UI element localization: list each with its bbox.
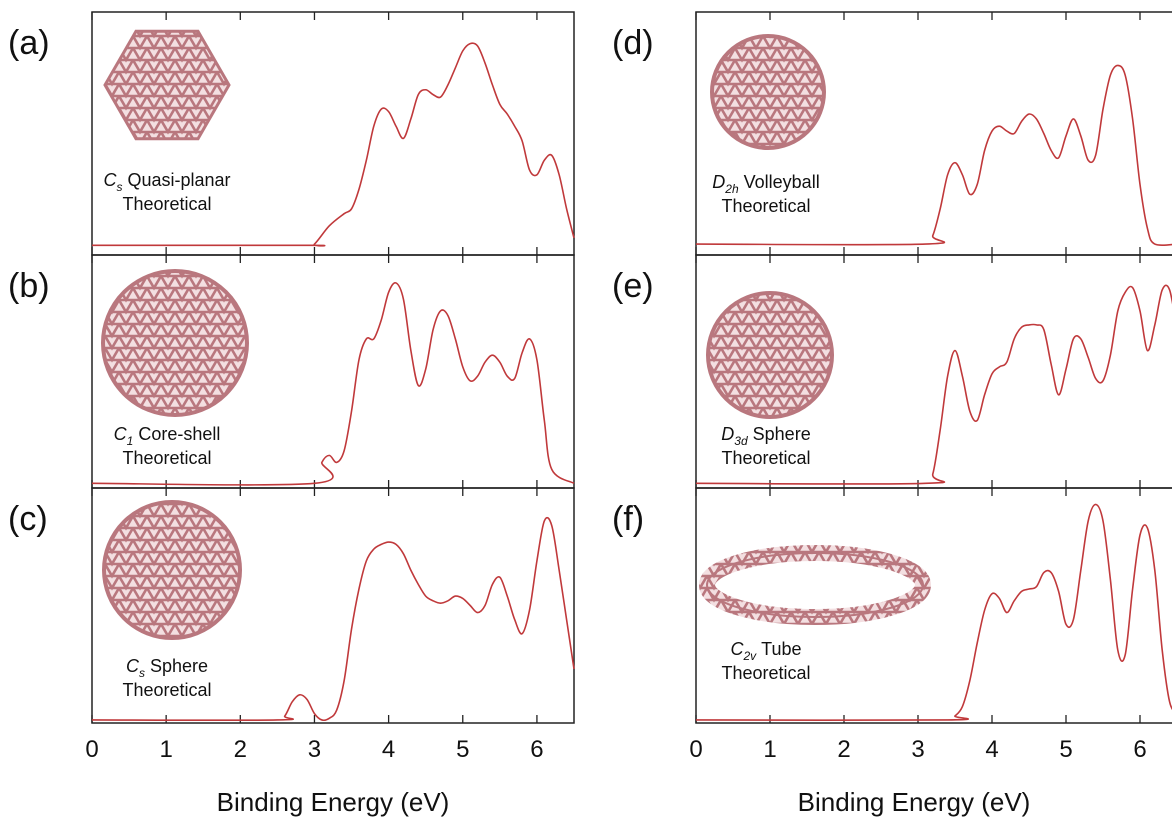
structure-label: D3d Sphere — [721, 424, 810, 448]
symmetry-sub: 2h — [724, 182, 739, 196]
method-label: Theoretical — [721, 448, 810, 468]
symmetry-sub: 3d — [734, 434, 748, 448]
x-tick-label: 2 — [837, 736, 850, 763]
method-label: Theoretical — [122, 680, 211, 700]
method-label: Theoretical — [721, 663, 810, 683]
symmetry-sub: 2v — [742, 649, 757, 663]
molecule-image — [710, 34, 826, 150]
panel-frame — [91, 487, 575, 724]
x-tick-label: 6 — [530, 736, 543, 763]
structure-name: Sphere — [753, 424, 811, 444]
spectrum-line — [695, 503, 1172, 722]
x-tick-label: 1 — [763, 736, 776, 763]
molecule-edge — [706, 552, 924, 618]
panel-label: (c) — [8, 500, 48, 538]
molecule-image — [699, 545, 931, 625]
panel-label: (a) — [8, 24, 50, 62]
x-tick-label: 5 — [1059, 736, 1072, 763]
spectrum-line — [695, 284, 1172, 485]
method-label: Theoretical — [721, 196, 810, 216]
molecule-image — [103, 29, 231, 141]
spectrum-line — [91, 516, 575, 722]
symmetry: C — [114, 424, 128, 444]
x-tick-label: 5 — [456, 736, 469, 763]
spectrum-line — [91, 281, 575, 486]
symmetry: C — [730, 639, 744, 659]
structure-name: Tube — [761, 639, 801, 659]
panel-label: (b) — [8, 267, 50, 305]
panel-label: (f) — [612, 500, 644, 538]
method-label: Theoretical — [122, 194, 211, 214]
symmetry: D — [721, 424, 734, 444]
symmetry-sub: 1 — [127, 434, 134, 448]
x-tick-label: 6 — [1133, 736, 1146, 763]
structure-label: D2h Volleyball — [712, 172, 819, 196]
structure-name: Quasi-planar — [127, 170, 230, 190]
symmetry-sub: s — [139, 666, 145, 680]
symmetry-sub: s — [116, 180, 122, 194]
x-tick-label: 0 — [85, 736, 98, 763]
structure-name: Core-shell — [138, 424, 220, 444]
x-tick-label: 3 — [308, 736, 321, 763]
symmetry: D — [712, 172, 725, 192]
panel-label: (e) — [612, 267, 654, 305]
molecule — [103, 29, 231, 141]
structure-label: C1 Core-shell — [114, 424, 221, 448]
method-label: Theoretical — [122, 448, 211, 468]
x-tick-label: 3 — [911, 736, 924, 763]
panel-label: (d) — [612, 24, 654, 62]
molecule-image — [706, 291, 834, 419]
molecule — [102, 500, 242, 640]
x-tick-label: 2 — [234, 736, 247, 763]
panel-frame — [695, 487, 1172, 724]
x-tick-label: 4 — [382, 736, 395, 763]
structure-name: Volleyball — [744, 172, 820, 192]
molecule — [706, 291, 834, 419]
x-tick-label: 1 — [159, 736, 172, 763]
structure-name: Sphere — [150, 656, 208, 676]
molecule — [710, 34, 826, 150]
molecule-image — [101, 269, 249, 417]
x-axis-label: Binding Energy (eV) — [217, 787, 450, 817]
molecule — [101, 269, 249, 417]
structure-label: Cs Quasi-planar — [103, 170, 230, 194]
spectrum-line — [91, 42, 575, 247]
structure-label: C2v Tube — [730, 639, 801, 663]
symmetry: C — [103, 170, 117, 190]
spectrum-line — [695, 64, 1172, 247]
x-tick-label: 4 — [985, 736, 998, 763]
x-axis-label: Binding Energy (eV) — [798, 787, 1031, 817]
structure-label: Cs Sphere — [126, 656, 208, 680]
x-tick-label: 0 — [689, 736, 702, 763]
symmetry: C — [126, 656, 140, 676]
molecule-image — [102, 500, 242, 640]
